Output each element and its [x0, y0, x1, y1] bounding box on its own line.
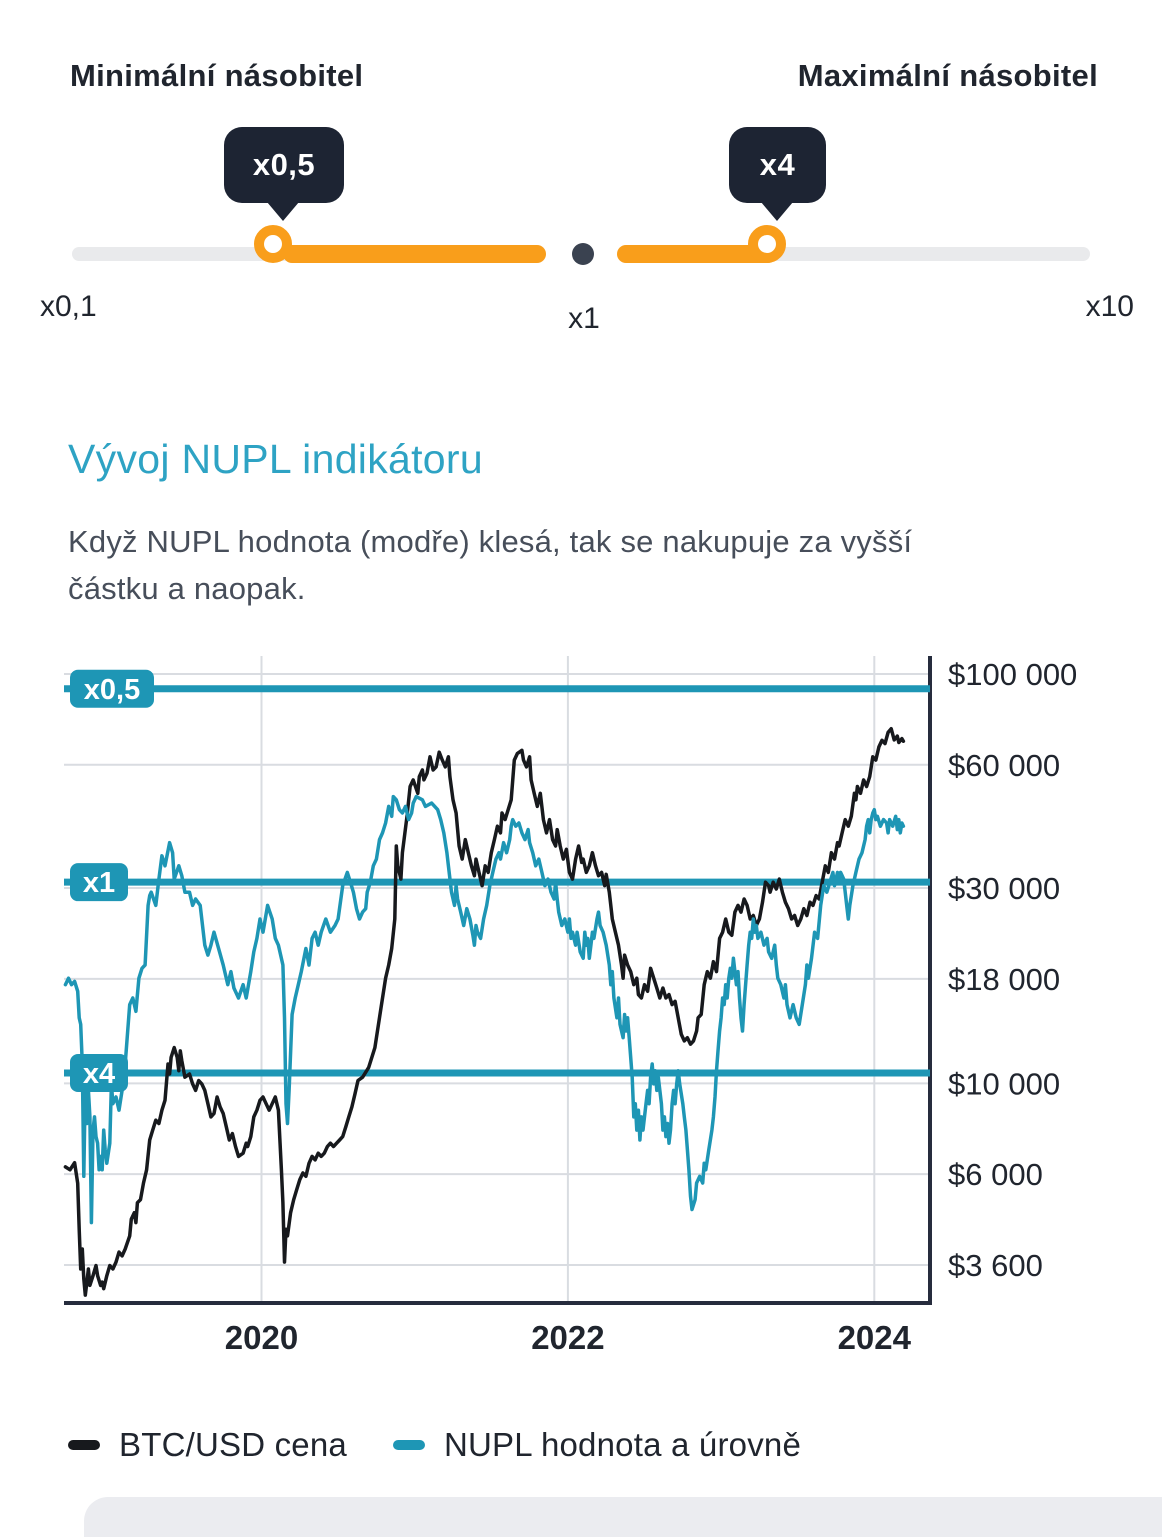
description-line-1: Když NUPL hodnota (modře) klesá, tak se … — [68, 524, 913, 559]
level-chip-label: x4 — [83, 1058, 115, 1090]
legend-item-nupl: NUPL hodnota a úrovně — [392, 1426, 802, 1464]
y-tick-label: $10 000 — [948, 1066, 1060, 1101]
min-multiplier-label: Minimální násobitel — [70, 58, 364, 93]
max-multiplier-label: Maximální násobitel — [797, 58, 1098, 93]
x-tick-label: 2022 — [531, 1319, 604, 1356]
nupl-legend-label: NUPL hodnota a úrovně — [443, 1426, 802, 1463]
nupl-legend-marker-icon — [392, 1440, 425, 1450]
btc-legend-marker-icon — [68, 1440, 100, 1450]
page-title: Vývoj NUPL indikátoru — [68, 436, 483, 482]
min-slider-active-range[interactable] — [283, 245, 546, 263]
y-tick-label: $3 600 — [948, 1248, 1043, 1283]
bottom-card-edge — [84, 1497, 1162, 1537]
level-chip — [70, 863, 128, 902]
level-chip — [70, 669, 154, 708]
slider-center-dot-icon — [572, 243, 594, 265]
y-tick-label: $6 000 — [948, 1157, 1043, 1192]
y-tick-label: $60 000 — [948, 748, 1060, 783]
scale-label-max: x10 — [1085, 290, 1134, 323]
min-multiplier-tooltip: x0,5 — [224, 127, 344, 221]
scale-label-mid: x1 — [568, 302, 600, 335]
x-tick-label: 2024 — [838, 1319, 912, 1356]
max-slider-active-range[interactable] — [617, 245, 777, 263]
section-description: Když NUPL hodnota (modře) klesá, tak se … — [68, 518, 912, 612]
max-tooltip-tail-icon — [761, 202, 793, 221]
scale-label-min: x0,1 — [40, 290, 97, 323]
legend-item-btc: BTC/USD cena — [68, 1426, 347, 1464]
x-tick-label: 2020 — [225, 1319, 298, 1356]
max-multiplier-value: x4 — [759, 147, 796, 182]
nupl-value-line — [63, 794, 906, 1225]
level-chip — [70, 1053, 128, 1092]
y-tick-label: $100 000 — [948, 657, 1077, 692]
y-tick-label: $30 000 — [948, 871, 1060, 906]
chart-legend: BTC/USD cena NUPL hodnota a úrovně — [68, 1426, 801, 1464]
y-tick-label: $18 000 — [948, 962, 1060, 997]
max-multiplier-tooltip: x4 — [729, 127, 826, 221]
description-line-2: částku a naopak. — [68, 571, 306, 606]
nupl-chart: x0,5 x1 x4 $100 000 $60 000 $30 000 $18 000 $10… — [63, 656, 1077, 1356]
min-tooltip-tail-icon — [267, 202, 299, 221]
level-chip-label: x1 — [83, 867, 115, 899]
max-slider-handle[interactable] — [748, 225, 786, 263]
btc-legend-label: BTC/USD cena — [119, 1426, 347, 1463]
min-slider-handle[interactable] — [254, 225, 292, 263]
btc-price-line — [63, 726, 906, 1297]
min-multiplier-value: x0,5 — [252, 147, 316, 182]
level-chip-label: x0,5 — [84, 674, 140, 706]
